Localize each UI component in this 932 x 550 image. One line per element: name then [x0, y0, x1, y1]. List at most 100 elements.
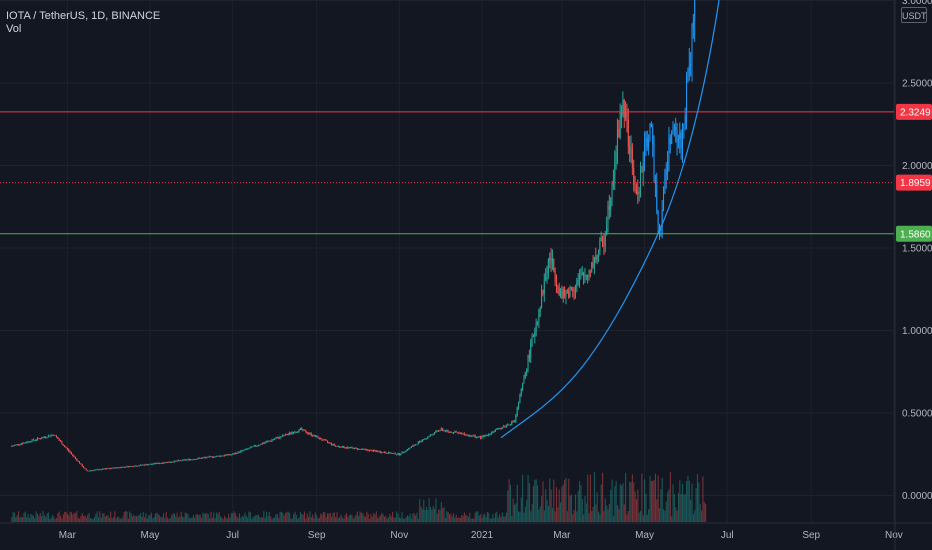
volume-bar [205, 513, 207, 522]
volume-bar [583, 514, 585, 522]
volume-bar [382, 514, 384, 522]
volume-bar [126, 511, 128, 522]
volume-bar [53, 516, 55, 522]
candle-body [488, 434, 490, 436]
candle-body [508, 424, 510, 426]
volume-bar [163, 513, 165, 522]
volume-bar [175, 516, 177, 522]
volume-bar [218, 511, 220, 522]
volume-bar [669, 472, 671, 522]
volume-bar [579, 481, 581, 522]
candle-body [256, 445, 258, 447]
volume-bar [532, 485, 535, 522]
volume-bar [684, 494, 686, 522]
candle-body [62, 444, 64, 446]
candle-body [12, 445, 14, 447]
candle-body [356, 448, 358, 450]
volume-bar [394, 517, 396, 522]
volume-bar [488, 512, 490, 522]
volume-bar [508, 479, 510, 522]
volume-bar [619, 484, 621, 522]
candle-body [110, 468, 112, 470]
candle-body [368, 450, 370, 452]
volume-bar [22, 517, 24, 522]
volume-bar [507, 490, 509, 522]
volume-bar [481, 518, 483, 522]
x-tick-label: 2021 [471, 530, 494, 541]
candle-body [379, 451, 381, 453]
candle-body [247, 448, 249, 450]
volume-bar [320, 513, 322, 522]
candle-body [652, 127, 654, 145]
candle-body [633, 167, 635, 185]
candle-body [555, 281, 557, 287]
volume-bar [125, 511, 127, 522]
volume-bar [560, 502, 562, 522]
volume-bar [367, 513, 369, 522]
candle-body [621, 111, 623, 115]
volume-bar [141, 516, 143, 522]
volume-bar [518, 511, 520, 522]
candle-body [597, 251, 599, 255]
volume-bar [450, 513, 452, 522]
candle-body [363, 448, 365, 450]
candle-body [238, 451, 240, 453]
candle-body [205, 457, 207, 459]
candle-body [95, 469, 97, 471]
symbol-label[interactable]: IOTA / TetherUS, 1D, BINANCE [6, 10, 161, 22]
volume-bar [241, 515, 243, 522]
volume-bar [27, 513, 29, 522]
candle-body [303, 429, 305, 431]
candle-body [606, 228, 608, 236]
volume-bar [247, 517, 249, 522]
volume-bar [305, 518, 307, 522]
volume-bar [123, 512, 125, 522]
candle-body [690, 63, 692, 66]
candle-body [221, 455, 223, 457]
x-tick-label: Nov [390, 530, 408, 541]
volume-bar [360, 512, 362, 522]
candle-body [523, 376, 525, 384]
currency-button[interactable]: USDT [901, 7, 927, 23]
volume-bar [642, 515, 644, 522]
volume-bar [493, 518, 495, 522]
candle-body [539, 307, 541, 311]
volume-bar [637, 489, 639, 522]
candle-body [478, 436, 480, 438]
candle-body [144, 464, 146, 466]
candle-body [72, 454, 74, 456]
candle-body [623, 99, 625, 118]
candle-body [24, 442, 26, 444]
candle-body [417, 442, 419, 445]
candle-body [451, 432, 453, 434]
volume-bar [577, 491, 579, 522]
candle-body [224, 455, 226, 457]
volume-bar [409, 513, 411, 522]
parabolic-curve[interactable] [500, 0, 750, 439]
volume-indicator-label[interactable]: Vol [6, 23, 22, 35]
volume-bar [458, 517, 460, 522]
volume-bar [474, 512, 476, 522]
volume-bar [569, 495, 571, 522]
candle-body [182, 459, 184, 461]
candle-body [553, 258, 555, 271]
volume-bar [436, 513, 438, 522]
candle-body [301, 428, 303, 431]
volume-bar [167, 517, 169, 522]
volume-bar [390, 516, 392, 522]
volume-bar [261, 517, 264, 522]
candle-body [194, 458, 196, 460]
x-tick-label: Mar [553, 530, 571, 541]
volume-bar [478, 515, 480, 522]
volume-bar [516, 484, 518, 522]
volume-bar [118, 517, 120, 522]
candle-body [169, 462, 171, 464]
candle-body [591, 262, 593, 273]
candle-body [30, 441, 32, 443]
volume-bar [425, 506, 428, 522]
volume-bar [355, 514, 357, 522]
volume-bar [400, 518, 402, 522]
candle-body [145, 464, 147, 466]
volume-bar [424, 510, 426, 522]
